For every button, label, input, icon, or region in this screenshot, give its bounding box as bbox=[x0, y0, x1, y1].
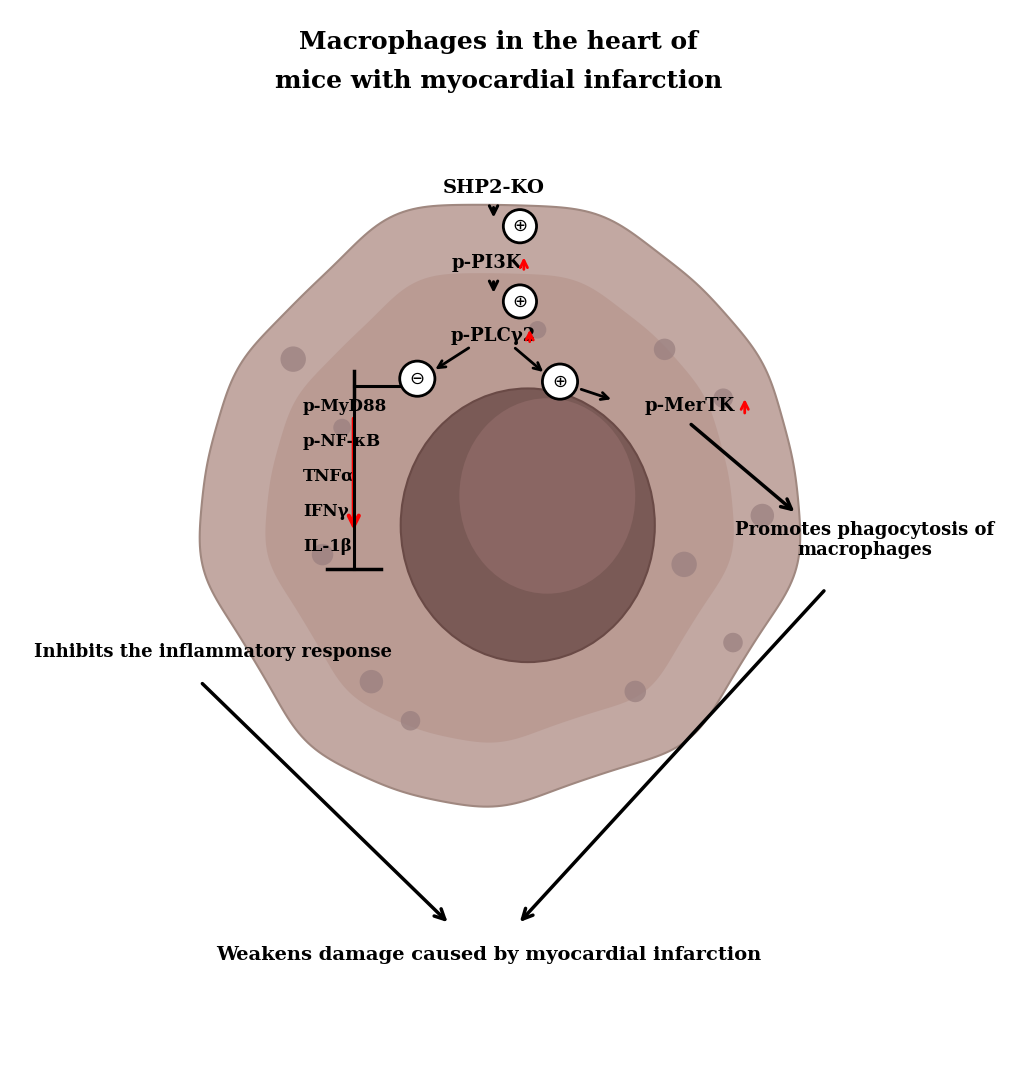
Text: Promotes phagocytosis of
macrophages: Promotes phagocytosis of macrophages bbox=[735, 520, 994, 559]
Text: p-MyD88: p-MyD88 bbox=[303, 398, 387, 415]
Text: ⊕: ⊕ bbox=[552, 373, 567, 390]
Text: Inhibits the inflammatory response: Inhibits the inflammatory response bbox=[35, 643, 392, 661]
Circle shape bbox=[624, 680, 645, 702]
Circle shape bbox=[333, 419, 351, 436]
Polygon shape bbox=[200, 205, 800, 806]
Circle shape bbox=[712, 388, 733, 408]
Circle shape bbox=[280, 346, 306, 372]
Text: IFNγ: IFNγ bbox=[303, 503, 348, 520]
Circle shape bbox=[722, 633, 742, 653]
Ellipse shape bbox=[459, 398, 635, 593]
Text: Weakens damage caused by myocardial infarction: Weakens damage caused by myocardial infa… bbox=[216, 946, 760, 964]
Circle shape bbox=[502, 210, 536, 243]
Text: TNFα: TNFα bbox=[303, 468, 355, 485]
Text: p-PLCγ2: p-PLCγ2 bbox=[450, 327, 536, 345]
Circle shape bbox=[502, 285, 536, 318]
Text: ⊕: ⊕ bbox=[512, 217, 527, 235]
Circle shape bbox=[750, 504, 773, 527]
Circle shape bbox=[528, 321, 546, 339]
Circle shape bbox=[653, 339, 675, 360]
Circle shape bbox=[542, 364, 577, 399]
Text: ⊕: ⊕ bbox=[512, 292, 527, 311]
Text: mice with myocardial infarction: mice with myocardial infarction bbox=[274, 69, 721, 92]
Text: IL-1β: IL-1β bbox=[303, 539, 352, 556]
Ellipse shape bbox=[400, 388, 654, 662]
Text: SHP2-KO: SHP2-KO bbox=[442, 180, 544, 197]
Text: p-NF-κB: p-NF-κB bbox=[303, 433, 381, 449]
Circle shape bbox=[360, 670, 383, 693]
Text: ⊖: ⊖ bbox=[410, 370, 425, 388]
Text: p-PI3K: p-PI3K bbox=[451, 255, 522, 272]
Circle shape bbox=[400, 711, 420, 731]
Text: Macrophages in the heart of: Macrophages in the heart of bbox=[299, 29, 697, 54]
Circle shape bbox=[399, 361, 434, 397]
Text: p-MerTK: p-MerTK bbox=[644, 397, 735, 415]
Polygon shape bbox=[265, 273, 733, 743]
Circle shape bbox=[312, 544, 333, 565]
Circle shape bbox=[671, 551, 696, 577]
